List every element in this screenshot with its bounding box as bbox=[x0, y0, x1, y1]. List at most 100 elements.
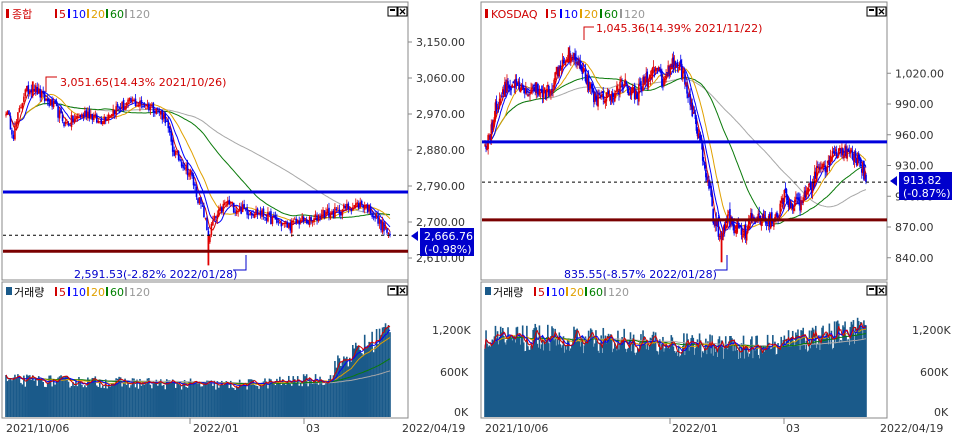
candle bbox=[234, 211, 237, 213]
volume-bar bbox=[235, 386, 238, 417]
volume-bar bbox=[680, 351, 683, 417]
volume-bar bbox=[709, 334, 711, 417]
close-icon[interactable] bbox=[397, 6, 408, 17]
candle bbox=[146, 104, 149, 107]
candle bbox=[795, 197, 797, 199]
volume-bar bbox=[48, 375, 50, 417]
kosdaq-volume-legend: 거래량 5 10 20 60 120 bbox=[485, 286, 629, 299]
date-tick: 2021/10/06 bbox=[6, 422, 69, 435]
volume-bar bbox=[177, 383, 180, 417]
volume-bar bbox=[101, 385, 104, 417]
candle bbox=[633, 84, 636, 100]
volume-bar bbox=[853, 343, 856, 417]
candle bbox=[374, 215, 376, 219]
volume-bar bbox=[498, 336, 501, 417]
candle bbox=[372, 216, 375, 218]
maximize-icon[interactable] bbox=[866, 285, 877, 296]
volume-bar bbox=[783, 335, 786, 417]
volume-bar bbox=[644, 341, 646, 417]
volume-bar bbox=[686, 333, 688, 417]
volume-bar bbox=[734, 350, 736, 417]
candle bbox=[255, 209, 257, 216]
candle bbox=[76, 116, 79, 118]
volume-bar bbox=[514, 342, 517, 417]
candle bbox=[494, 102, 497, 119]
volume-bar bbox=[818, 335, 820, 417]
volume-bar bbox=[684, 355, 686, 417]
volume-bar bbox=[624, 348, 627, 417]
volume-bar bbox=[570, 348, 572, 417]
candle bbox=[246, 207, 248, 215]
candle bbox=[243, 204, 245, 209]
volume-bar bbox=[672, 346, 675, 417]
volume-bar bbox=[702, 352, 705, 417]
maximize-icon[interactable] bbox=[387, 285, 398, 296]
candle bbox=[188, 172, 190, 177]
candle bbox=[51, 99, 53, 107]
close-icon[interactable] bbox=[397, 285, 408, 296]
candle bbox=[237, 211, 239, 213]
volume-bar bbox=[103, 388, 106, 417]
price-tick: 2,970.00 bbox=[416, 108, 465, 121]
volume-bar bbox=[850, 321, 853, 417]
volume-bar bbox=[700, 357, 703, 417]
volume-bar bbox=[39, 377, 42, 417]
candle bbox=[70, 115, 73, 128]
candle bbox=[855, 158, 858, 166]
volume-bar bbox=[63, 377, 65, 417]
candle bbox=[763, 214, 766, 218]
candle bbox=[122, 99, 125, 110]
candle bbox=[164, 112, 167, 123]
candle bbox=[231, 202, 234, 204]
candle bbox=[353, 205, 356, 208]
candle bbox=[6, 111, 9, 115]
current-value: 913.82 bbox=[903, 174, 942, 187]
price-tick: 2,700.00 bbox=[416, 216, 465, 229]
candle bbox=[503, 90, 505, 95]
candle bbox=[836, 156, 839, 158]
volume-bar bbox=[384, 323, 387, 417]
volume-bar bbox=[607, 333, 610, 417]
volume-bar bbox=[865, 325, 867, 417]
volume-bar bbox=[197, 383, 199, 417]
volume-bar bbox=[558, 332, 561, 417]
candle bbox=[320, 214, 323, 219]
maximize-icon[interactable] bbox=[866, 6, 877, 17]
volume-bar bbox=[697, 347, 700, 417]
candle bbox=[533, 85, 535, 87]
volume-bar bbox=[829, 344, 832, 417]
maximize-icon[interactable] bbox=[387, 6, 398, 17]
close-icon[interactable] bbox=[876, 6, 887, 17]
volume-bar bbox=[244, 383, 247, 417]
volume-bar bbox=[618, 349, 620, 417]
candle bbox=[568, 50, 571, 60]
volume-bar bbox=[265, 381, 268, 417]
candle bbox=[660, 70, 662, 73]
candle bbox=[834, 149, 837, 151]
candle bbox=[589, 84, 592, 89]
volume-bar bbox=[586, 338, 589, 417]
volume-bar bbox=[322, 385, 324, 417]
volume-bar bbox=[33, 380, 36, 417]
candle bbox=[622, 88, 624, 90]
volume-bar bbox=[238, 379, 241, 417]
candle bbox=[632, 87, 635, 89]
price-tick: 840.00 bbox=[895, 252, 934, 265]
volume-bar bbox=[635, 352, 638, 417]
volume-bar bbox=[794, 346, 796, 417]
candle bbox=[124, 106, 126, 111]
candle bbox=[692, 112, 695, 114]
price-pointer-icon bbox=[411, 231, 418, 241]
candle bbox=[139, 100, 141, 107]
volume-bar bbox=[152, 381, 155, 417]
candle bbox=[613, 93, 616, 102]
volume-bar bbox=[492, 340, 495, 417]
volume-bar bbox=[192, 382, 195, 417]
volume-bar bbox=[738, 346, 741, 417]
volume-bar bbox=[219, 384, 222, 417]
candle bbox=[485, 146, 487, 149]
close-icon[interactable] bbox=[876, 285, 887, 296]
volume-bar bbox=[381, 327, 384, 417]
candle bbox=[165, 120, 168, 122]
volume-bar bbox=[711, 335, 713, 417]
